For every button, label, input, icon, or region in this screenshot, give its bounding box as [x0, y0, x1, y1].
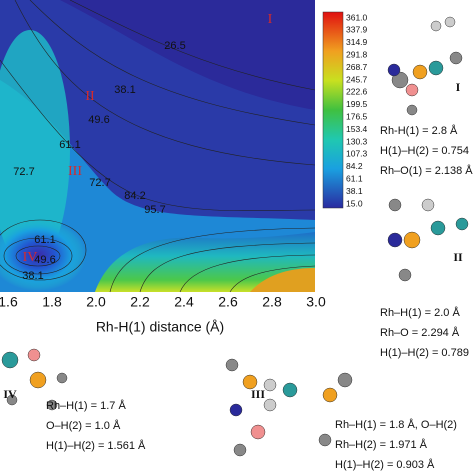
contour-label: 38.1 [114, 84, 135, 96]
colorbar-label: 199.5 [346, 99, 368, 109]
colorbar-label: 107.3 [346, 149, 368, 159]
structure-label: III [251, 387, 265, 401]
contour-lines [0, 0, 316, 293]
contour-label: 61.1 [34, 234, 55, 246]
contour-label: 72.7 [13, 166, 34, 178]
contour-label: 84.2 [124, 190, 145, 202]
contour-label: 26.5 [164, 40, 185, 52]
x-tick-label: 2.6 [218, 294, 238, 310]
colorbar-label: 222.6 [346, 87, 368, 97]
contour-label: 38.1 [22, 270, 43, 282]
structure-caption: H(1)–H(2) = 0.754 [380, 145, 469, 157]
x-axis-title: Rh-H(1) distance (Å) [96, 319, 224, 335]
colorbar-label: 84.2 [346, 161, 363, 171]
contour-label: 95.7 [144, 204, 165, 216]
colorbar-label: 176.5 [346, 111, 368, 121]
colorbar-label: 245.7 [346, 74, 368, 84]
contour-fill [250, 268, 315, 292]
region-label: III [68, 164, 82, 179]
structure-caption: Rh-H(1) = 2.8 Å [380, 124, 458, 137]
x-tick-label: 3.0 [306, 294, 326, 310]
contour-label: 49.6 [88, 114, 109, 126]
contour-label: 49.6 [34, 254, 55, 266]
structure-caption: H(1)–H(2) = 0.903 Å [335, 458, 435, 471]
molecule [1, 16, 469, 457]
region-label: IV [23, 250, 38, 265]
x-tick-label: 2.4 [174, 294, 194, 310]
colorbar-label: 361.0 [346, 12, 368, 22]
contour-plot: 26.5 38.1 49.6 61.1 72.7 72.7 84.2 95.7 61.1 49.6… [0, 0, 316, 293]
colorbar-label: 337.9 [346, 25, 368, 35]
colorbar-label: 314.9 [346, 37, 368, 47]
contour-fill [60, 0, 315, 110]
structure-caption: H(1)–H(2) = 1.561 Å [46, 439, 146, 452]
colorbar-label: 61.1 [346, 173, 363, 183]
contour-fill [0, 219, 86, 291]
colorbar-label: 153.4 [346, 124, 368, 134]
structure-caption: Rh–O(1) = 2.138 Å [380, 164, 473, 177]
x-tick-label: 1.6 [0, 294, 18, 310]
structure-caption: Rh–H(1) = 1.8 Å, O–H(2) [335, 418, 457, 431]
contour-fill [95, 232, 315, 292]
structure-caption: Rh–H(1) = 2.0 Å [380, 306, 460, 319]
contour-fill [0, 30, 70, 270]
structure-caption: H(1)–H(2) = 0.789 [380, 347, 469, 359]
contour-label: 61.1 [59, 139, 80, 151]
structure-caption: O–H(2) = 1.0 Å [46, 419, 121, 432]
structure-label: II [453, 250, 463, 264]
colorbar-label: 38.1 [346, 186, 363, 196]
structure-label: IV [3, 387, 17, 401]
x-tick-label: 2.8 [262, 294, 282, 310]
x-tick-label: 2.0 [86, 294, 106, 310]
structure-caption: Rh–O = 2.294 Å [380, 326, 460, 339]
x-tick-label: 1.8 [42, 294, 62, 310]
structure-label: I [456, 80, 461, 94]
colorbar-label: 130.3 [346, 136, 368, 146]
colorbar [322, 11, 344, 209]
colorbar-label: 291.8 [346, 49, 368, 59]
contour-label: 72.7 [89, 177, 110, 189]
region-label: II [85, 89, 95, 104]
region-label: I [268, 12, 273, 27]
colorbar-label: 268.7 [346, 62, 368, 72]
structure-caption: Rh–H(2) = 1.971 Å [335, 438, 428, 451]
x-tick-label: 2.2 [130, 294, 150, 310]
structure-caption: Rh–H(1) = 1.7 Å [46, 399, 126, 412]
colorbar-label: 15.0 [346, 198, 363, 208]
